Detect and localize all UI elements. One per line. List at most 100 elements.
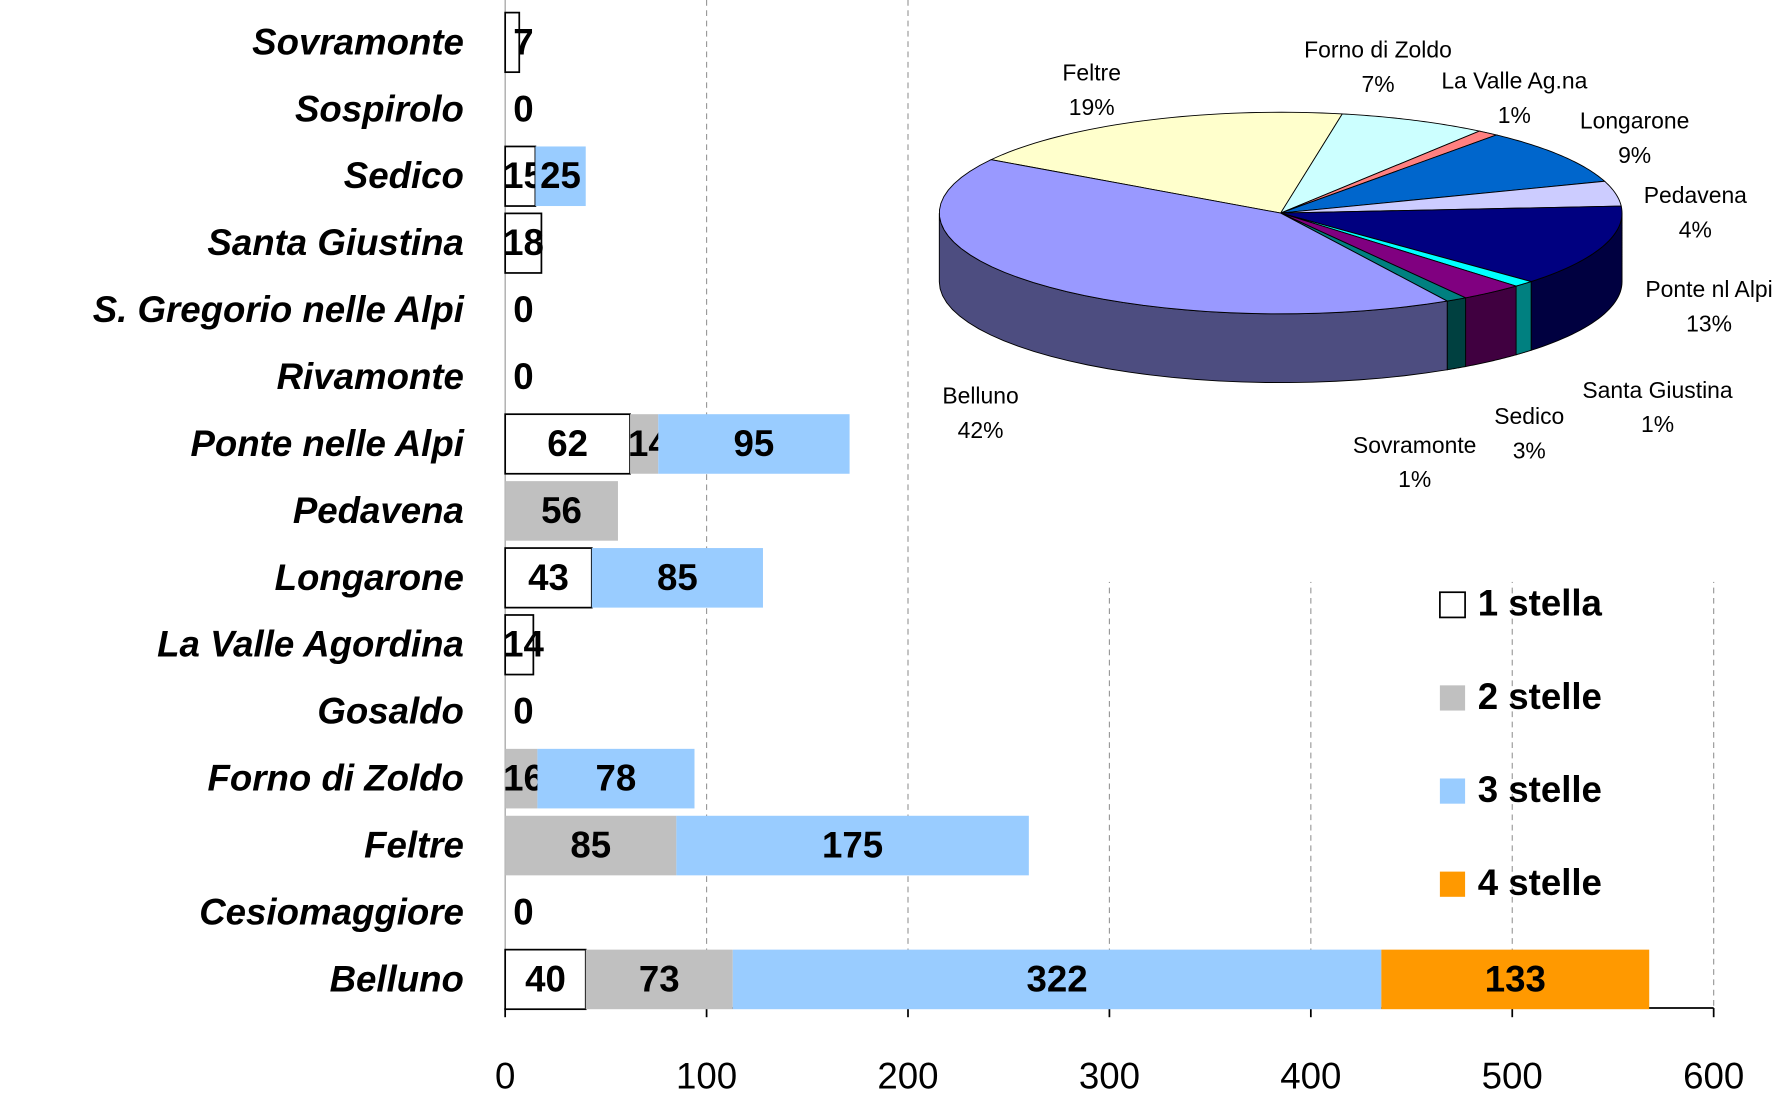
legend-swatch [1439,685,1466,711]
value-label: 85 [657,557,698,598]
y-tick-label: Pedavena [293,490,464,531]
value-label: 16 [503,758,544,799]
legend-label: 1 stella [1478,583,1603,624]
pie-slice [1280,212,1468,302]
value-label: 25 [540,155,581,196]
bar-segment [504,413,631,475]
pie-value-label: 19% [1069,94,1115,120]
y-tick-label: Longarone [275,557,464,598]
y-tick-label: Belluno [330,958,464,999]
x-tick-label: 0 [495,1056,515,1093]
pie-label: Sedico [1494,403,1564,429]
bar-segment [505,748,538,809]
value-label: 0 [513,356,533,397]
y-tick-label: S. Gregorio nelle Alpi [93,289,465,330]
bar-segment [732,949,1382,1010]
y-tick-label: Sovramonte [252,21,464,62]
value-label: 85 [570,825,611,866]
y-tick-label: Feltre [364,825,464,866]
pie-slice [1279,113,1481,215]
pie-slice [939,159,1449,315]
value-label: 62 [547,423,588,464]
value-label: 14 [503,624,544,665]
value-label: 18 [503,222,544,263]
value-label: 56 [541,490,582,531]
x-tick-label: 300 [1079,1056,1140,1093]
y-tick-label: Santa Giustina [207,222,464,263]
pie-label: Pedavena [1644,182,1747,208]
pie-slice [1280,212,1518,299]
pie-label: La Valle Ag.na [1441,68,1587,94]
value-label: 40 [525,958,566,999]
value-label: 73 [639,958,680,999]
pie-label: Sovramonte [1353,432,1477,458]
value-label: 7 [513,21,533,62]
bar-segment [1381,949,1650,1010]
legend-swatch [1439,871,1466,897]
pie-slice [989,111,1344,214]
pie-label: Forno di Zoldo [1304,37,1452,63]
bar-segment [630,414,659,474]
value-label: 95 [734,423,775,464]
x-tick-label: 600 [1683,1056,1744,1093]
value-label: 322 [1026,958,1087,999]
x-tick-label: 400 [1280,1056,1341,1093]
y-tick-label: Ponte nelle Alpi [190,423,464,464]
y-tick-label: Rivamonte [277,356,464,397]
pie-side [1465,285,1517,368]
pie-slice [1280,212,1533,287]
bar-segment [505,815,677,876]
pie-sides [938,213,1623,384]
value-label: 0 [513,289,533,330]
pie-side [1515,280,1532,356]
value-label: 0 [513,88,533,129]
legend-swatch [1439,591,1466,619]
pie-value-label: 7% [1361,71,1394,97]
bar-segment [591,548,763,608]
legend-label: 2 stelle [1478,676,1602,717]
bar-segment [585,949,733,1010]
bar-segment [535,146,586,207]
pie-label: Santa Giustina [1582,377,1733,403]
pie-label: Feltre [1062,60,1121,86]
pie-value-label: 1% [1641,411,1674,437]
bar-segment [504,212,543,274]
pie-slice [1280,134,1606,214]
bar-segment [676,815,1029,876]
pie-value-label: 42% [958,417,1004,443]
y-tick-label: Cesiomaggiore [199,891,464,932]
pie-tops [939,111,1623,315]
bar-segment [504,145,537,207]
value-label: 43 [528,557,569,598]
value-label: 78 [596,758,637,799]
pie-value-label: 3% [1513,438,1546,464]
x-tick-label: 500 [1482,1056,1543,1093]
value-label: 133 [1485,958,1546,999]
pie-label: Ponte nl Alpi [1645,276,1772,302]
value-label: 0 [513,691,533,732]
y-tick-label: Sospirolo [295,88,464,129]
legend-label: 4 stelle [1478,862,1602,903]
legend-label: 3 stelle [1478,769,1602,810]
x-tick-label: 200 [877,1056,938,1093]
pie-slice [1280,205,1623,283]
y-tick-label: Forno di Zoldo [208,758,464,799]
legend-swatch [1439,778,1466,804]
bar-segment [504,948,587,1011]
bar-segment [658,414,850,474]
pie-value-label: 1% [1498,102,1531,128]
bar-segment [537,748,695,809]
pie-value-label: 4% [1679,216,1712,242]
y-tick-label: Sedico [344,155,464,196]
pie-slice [1280,130,1499,214]
pie-slice [1280,180,1622,214]
y-tick-label: Gosaldo [317,691,464,732]
bar-segment [504,614,535,676]
value-label: 175 [822,825,883,866]
pie-value-label: 1% [1398,466,1431,492]
pie-value-label: 13% [1686,310,1732,336]
pie-label: Belluno [942,383,1018,409]
pie-side [1446,297,1467,371]
